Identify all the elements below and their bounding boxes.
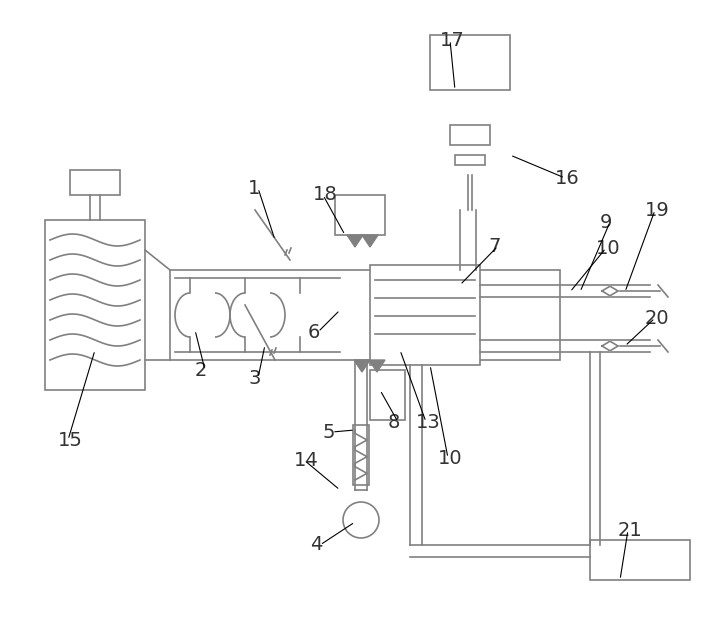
Polygon shape	[369, 360, 385, 372]
Text: 7: 7	[488, 236, 500, 255]
Polygon shape	[602, 341, 618, 351]
Bar	[430, 35, 510, 90]
Text: 18: 18	[313, 185, 337, 205]
Text: 4: 4	[310, 535, 322, 555]
Text: 10: 10	[438, 449, 463, 467]
Bar	[455, 155, 485, 165]
Text: 19: 19	[645, 200, 670, 220]
Polygon shape	[362, 235, 378, 247]
Bar	[353, 425, 369, 485]
Bar	[335, 195, 385, 235]
Bar	[70, 170, 120, 195]
Bar	[590, 540, 690, 580]
Text: 20: 20	[645, 308, 670, 328]
Text: 16: 16	[555, 168, 580, 187]
Bar	[170, 270, 560, 360]
Circle shape	[343, 502, 379, 538]
Text: 13: 13	[416, 412, 441, 432]
Text: 17: 17	[440, 31, 465, 49]
Text: 6: 6	[308, 323, 320, 341]
Bar	[45, 220, 145, 390]
Bar	[370, 370, 405, 420]
Text: 5: 5	[322, 422, 335, 442]
Text: 14: 14	[294, 451, 319, 469]
Bar	[370, 265, 480, 365]
Text: 1: 1	[248, 178, 260, 198]
Text: 10: 10	[596, 238, 621, 258]
Text: 9: 9	[600, 213, 612, 232]
Polygon shape	[602, 286, 618, 296]
Text: 21: 21	[618, 520, 642, 540]
Polygon shape	[354, 360, 370, 372]
Text: 2: 2	[195, 361, 208, 379]
Text: 15: 15	[58, 431, 83, 449]
Text: 3: 3	[248, 369, 260, 388]
Bar	[450, 125, 490, 145]
Polygon shape	[347, 235, 363, 247]
Text: 8: 8	[388, 412, 400, 432]
